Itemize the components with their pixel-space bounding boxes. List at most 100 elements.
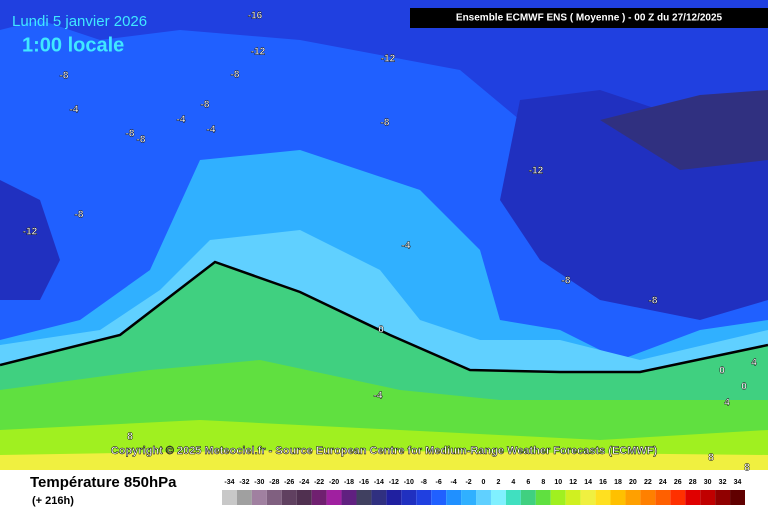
scale-label: -2	[465, 479, 471, 486]
scale-label: -22	[314, 479, 324, 486]
scale-swatch	[222, 490, 237, 505]
scale-swatch	[431, 490, 447, 505]
contour-label: -8	[137, 135, 146, 146]
scale-label: -30	[254, 479, 264, 486]
scale-swatch	[416, 490, 432, 505]
scale-swatch	[266, 490, 282, 505]
scale-swatch	[625, 490, 641, 505]
footer-title: Température 850hPa	[30, 474, 177, 491]
scale-label: 6	[526, 479, 530, 486]
scale-label: 12	[569, 479, 577, 486]
contour-label: -4	[177, 115, 186, 126]
contour-label: -8	[231, 70, 240, 81]
contour-label: 8	[127, 432, 133, 443]
scale-swatch	[386, 490, 402, 505]
contour-label: 4	[751, 358, 757, 369]
scale-label: -12	[389, 479, 399, 486]
time-text: 1:00 locale	[22, 34, 124, 56]
scale-label: 8	[541, 479, 545, 486]
contour-label: 0	[741, 382, 747, 393]
contour-label: -8	[60, 71, 69, 82]
contour-label: -4	[374, 391, 383, 402]
warm-zone	[0, 450, 768, 470]
contour-label: -12	[529, 166, 544, 177]
scale-label: -10	[404, 479, 414, 486]
scale-label: 22	[644, 479, 652, 486]
scale-label: -20	[329, 479, 339, 486]
contour-label: -12	[23, 227, 38, 238]
scale-swatch	[700, 490, 716, 505]
scale-swatch	[655, 490, 671, 505]
scale-label: 24	[659, 479, 667, 486]
contour-label: 4	[724, 398, 730, 409]
scale-swatch	[311, 490, 327, 505]
contour-label: 8	[708, 453, 714, 464]
scale-swatch	[341, 490, 357, 505]
scale-swatch	[281, 490, 297, 505]
scale-swatch	[505, 490, 521, 505]
contour-label: 0	[378, 325, 384, 336]
contour-label: -12	[381, 54, 396, 65]
source-box	[410, 8, 768, 28]
contour-label: -12	[251, 47, 266, 58]
scale-swatch	[236, 490, 252, 505]
scale-label: 18	[614, 479, 622, 486]
scale-swatch	[550, 490, 566, 505]
scale-swatch	[296, 490, 312, 505]
contour-label: -8	[126, 129, 135, 140]
scale-label: 10	[554, 479, 562, 486]
scale-label: 28	[689, 479, 697, 486]
scale-label: -28	[269, 479, 279, 486]
scale-swatch	[326, 490, 342, 505]
scale-label: 2	[496, 479, 500, 486]
contour-label: -8	[75, 210, 84, 221]
scale-swatch	[640, 490, 656, 505]
scale-label: 34	[734, 479, 742, 486]
scale-swatch	[490, 490, 506, 505]
contour-label: 8	[744, 463, 750, 474]
scale-label: 20	[629, 479, 637, 486]
contour-label: -8	[201, 100, 210, 111]
scale-swatch	[401, 490, 417, 505]
contour-label: -4	[70, 105, 79, 116]
source-text: Ensemble ECMWF ENS ( Moyenne ) - 00 Z du…	[456, 13, 723, 24]
scale-swatch	[356, 490, 372, 505]
contour-label: -4	[207, 125, 216, 136]
scale-swatch	[715, 490, 731, 505]
scale-swatch	[535, 490, 551, 505]
scale-label: -26	[284, 479, 294, 486]
scale-label: 16	[599, 479, 607, 486]
scale-label: -34	[224, 479, 234, 486]
scale-swatch	[670, 490, 686, 505]
scale-label: 26	[674, 479, 682, 486]
scale-swatch	[251, 490, 267, 505]
contour-label: -8	[381, 118, 390, 129]
scale-label: -8	[421, 479, 427, 486]
scale-label: -24	[299, 479, 309, 486]
contour-label: -4	[402, 241, 411, 252]
footer-lead: (+ 216h)	[32, 495, 74, 507]
scale-label: 0	[482, 479, 486, 486]
scale-label: 32	[719, 479, 727, 486]
zero-isotherm	[0, 260, 768, 374]
date-text: Lundi 5 janvier 2026	[12, 13, 147, 30]
scale-swatch	[461, 490, 477, 505]
scale-swatch	[610, 490, 626, 505]
scale-label: -18	[344, 479, 354, 486]
contour-label: -16	[248, 11, 263, 22]
contour-label: -8	[649, 296, 658, 307]
scale-swatch	[580, 490, 596, 505]
scale-swatch	[476, 490, 491, 505]
scale-label: -6	[436, 479, 442, 486]
scale-label: -14	[374, 479, 384, 486]
scale-label: -16	[359, 479, 369, 486]
scale-swatch	[520, 490, 536, 505]
cold-zone	[0, 180, 60, 300]
scale-label: 30	[704, 479, 712, 486]
scale-swatch	[595, 490, 611, 505]
cold-zone	[600, 90, 768, 170]
copyright: Copyright © 2025 Meteociel.fr - Source E…	[111, 445, 658, 457]
contour-label: -8	[562, 276, 571, 287]
